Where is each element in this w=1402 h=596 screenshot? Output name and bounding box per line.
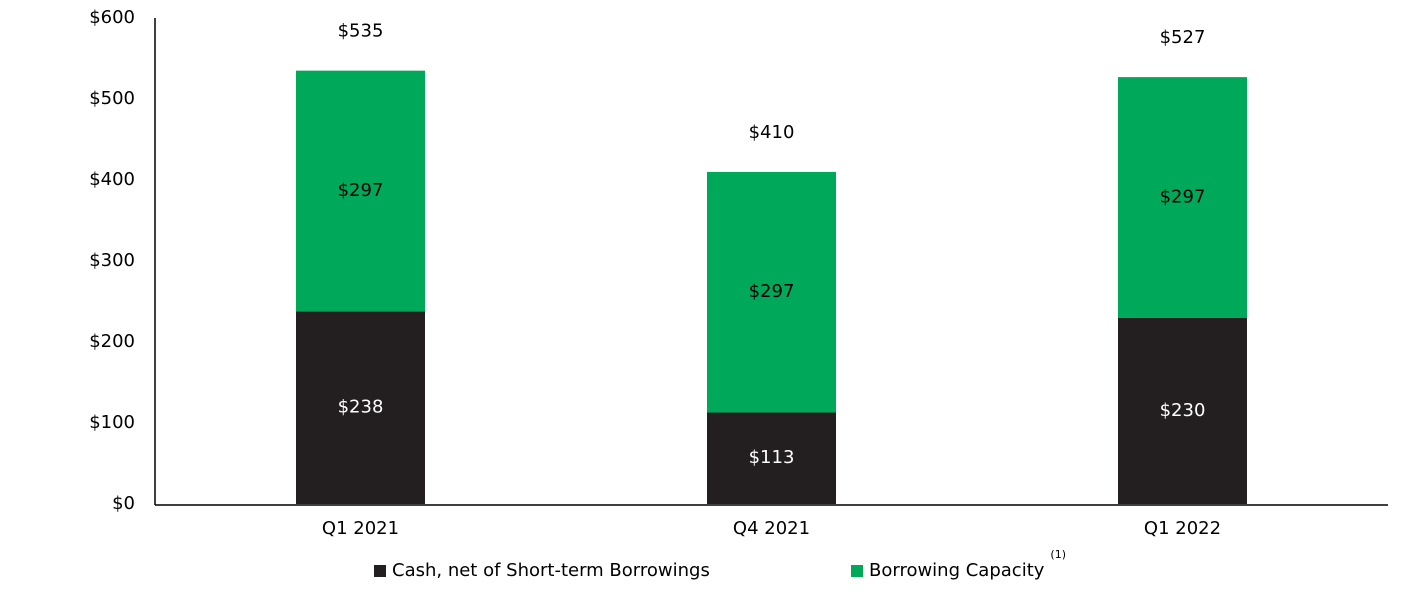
y-tick-label: $600 [89, 7, 135, 28]
value-label: $297 [1160, 186, 1206, 207]
total-label: $527 [1160, 27, 1206, 48]
legend-label: Borrowing Capacity [869, 560, 1045, 581]
x-tick-label: Q4 2021 [733, 518, 810, 539]
y-tick-label: $100 [89, 412, 135, 433]
value-label: $297 [338, 180, 384, 201]
value-label: $113 [749, 447, 795, 468]
bar-segment [1118, 317, 1247, 504]
y-tick-label: $400 [89, 169, 135, 190]
y-tick-label: $500 [89, 88, 135, 109]
y-tick-label: $300 [89, 250, 135, 271]
bar-segment [707, 171, 836, 413]
legend-label: Cash, net of Short-term Borrowings [392, 560, 710, 581]
y-tick-label: $0 [112, 493, 135, 514]
bar-segment [296, 311, 425, 504]
bar-segment [296, 70, 425, 312]
y-tick-label: $200 [89, 331, 135, 352]
bar-segment [1118, 77, 1247, 318]
value-label: $297 [749, 281, 795, 302]
value-label: $238 [338, 397, 384, 418]
bar-segment [707, 412, 836, 504]
total-label: $410 [749, 122, 795, 143]
value-label: $230 [1160, 400, 1206, 421]
total-label: $535 [338, 21, 384, 42]
legend-swatch [851, 565, 863, 577]
legend-swatch [374, 565, 386, 577]
x-tick-label: Q1 2022 [1144, 518, 1221, 539]
legend-note: (1) [1050, 548, 1066, 561]
x-tick-label: Q1 2021 [322, 518, 399, 539]
